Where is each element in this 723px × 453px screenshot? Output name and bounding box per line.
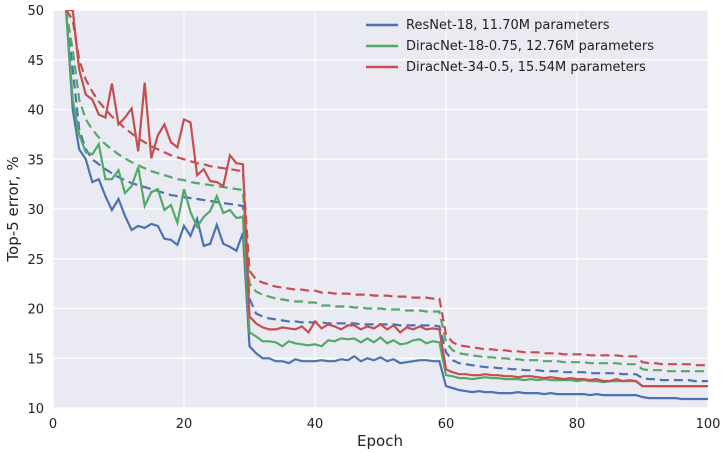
series-line-dashed-1 [65,10,708,383]
legend-label: DiracNet-34-0.5, 15.54M parameters [406,60,646,75]
series-line-solid-2 [65,10,708,388]
y-tick-label: 50 [27,4,44,19]
legend: ResNet-18, 11.70M parameters DiracNet-18-… [366,18,654,75]
series-line-dashed-2 [65,10,708,373]
legend-label: DiracNet-18-0.75, 12.76M parameters [406,39,654,54]
y-tick-label: 35 [27,153,44,168]
y-axis-title: Top-5 error, % [4,156,22,262]
y-tick-label: 25 [27,253,44,268]
x-tick-label: 60 [438,417,455,432]
x-tick-label: 80 [569,417,586,432]
y-tick-label: 30 [27,203,44,218]
series-line-solid-1 [65,10,708,401]
x-axis-title: Epoch [357,432,403,450]
y-tick-labels: 10 15 20 25 30 35 40 45 50 [27,4,44,417]
series-line-solid-3 [66,10,708,388]
x-tick-labels: 0 20 40 60 80 100 [49,417,721,432]
y-tick-label: 45 [27,54,44,69]
y-tick-label: 40 [27,104,44,119]
legend-label: ResNet-18, 11.70M parameters [406,18,610,33]
x-tick-label: 0 [49,417,57,432]
x-tick-label: 40 [307,417,324,432]
y-tick-label: 20 [27,303,44,318]
grid-lines [52,9,709,409]
series-line-dashed-3 [65,10,708,367]
y-tick-label: 10 [27,402,44,417]
series-layer [65,10,708,401]
x-tick-label: 20 [176,417,193,432]
x-tick-label: 100 [696,417,721,432]
y-tick-label: 15 [27,352,44,367]
